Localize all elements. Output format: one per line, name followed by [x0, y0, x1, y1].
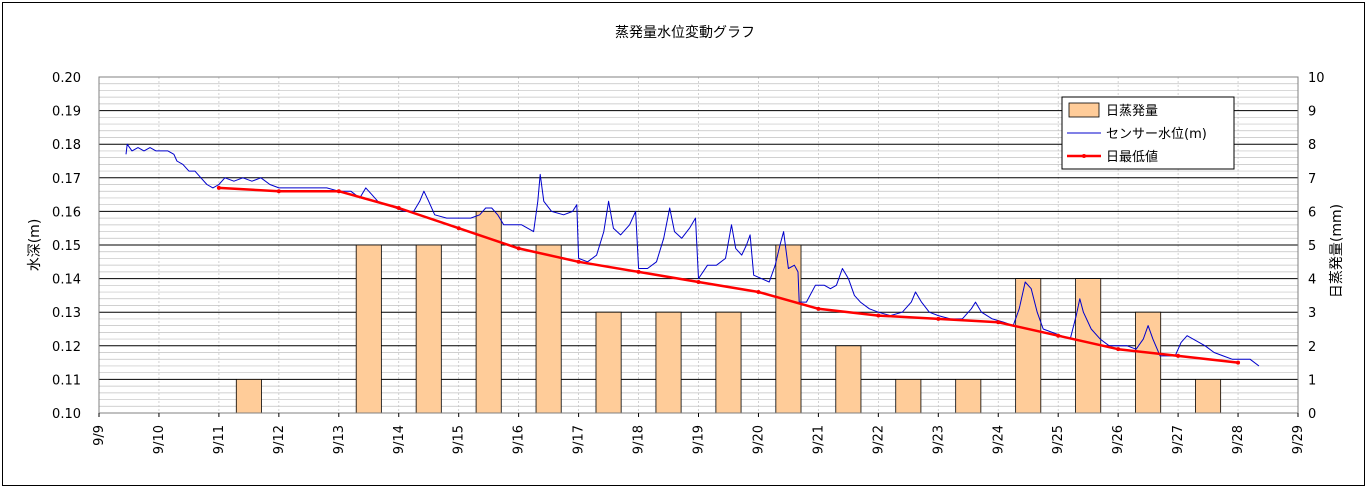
evaporation-bar [1135, 311, 1162, 414]
daily-minimum-series [216, 185, 1241, 365]
daily-minimum-point [576, 259, 581, 264]
daily-minimum-point [336, 189, 341, 194]
evaporation-bars [235, 210, 1222, 414]
y-axis-label: 水深(m) [27, 219, 43, 272]
x-tick-label: 9/10 [152, 425, 167, 454]
daily-minimum-point [396, 206, 401, 211]
evaporation-bar [475, 210, 502, 414]
y2-tick-label: 10 [1308, 71, 1325, 86]
x-tick-label: 9/16 [512, 425, 527, 454]
legend: 日蒸発量 センサー水位(m) 日最低値 [1061, 96, 1235, 170]
legend-swatch-evaporation [1068, 102, 1100, 118]
x-tick-label: 9/17 [572, 425, 587, 454]
x-tick-label: 9/20 [751, 425, 766, 454]
evaporation-bar [1015, 278, 1042, 414]
evaporation-bar [595, 311, 622, 414]
y2-tick-label: 7 [1308, 172, 1316, 187]
x-tick-label: 9/22 [871, 425, 886, 454]
y-tick-label: 0.12 [52, 340, 81, 355]
x-tick-label: 9/11 [212, 425, 227, 454]
x-tick-label: 9/12 [272, 425, 287, 454]
x-tick-label: 9/24 [991, 425, 1006, 454]
evaporation-bar [895, 378, 922, 414]
x-tick-label: 9/21 [811, 425, 826, 454]
x-tick-label: 9/13 [332, 425, 347, 454]
evaporation-bar [835, 345, 862, 414]
y2-tick-label: 3 [1308, 306, 1316, 321]
y2-tick-label: 2 [1308, 340, 1316, 355]
legend-label-daily-min: 日最低値 [1106, 149, 1158, 165]
y-tick-label: 0.18 [52, 138, 81, 153]
daily-minimum-point [456, 226, 461, 231]
x-tick-label: 9/15 [452, 425, 467, 454]
evaporation-bar [355, 244, 382, 414]
y-tick-label: 0.14 [52, 273, 81, 288]
y-tick-label: 0.15 [52, 239, 81, 254]
daily-minimum-point [756, 290, 761, 295]
x-tick-label: 9/28 [1231, 425, 1246, 454]
daily-minimum-point [996, 320, 1001, 325]
y-tick-label: 0.16 [52, 205, 81, 220]
y-tick-label: 0.10 [52, 407, 81, 422]
y2-axis-label: 日蒸発量(mm) [1329, 204, 1345, 298]
daily-minimum-point [876, 313, 881, 318]
evaporation-bar [415, 244, 442, 414]
x-tick-label: 9/14 [392, 425, 407, 454]
daily-minimum-point [516, 246, 521, 251]
evaporation-bar [235, 378, 262, 414]
y-tick-label: 0.17 [52, 172, 81, 187]
daily-minimum-point [636, 269, 641, 274]
y-tick-label: 0.20 [52, 71, 81, 86]
daily-minimum-line [218, 186, 1239, 364]
left-axis-ticks: 0.10 0.11 0.12 0.13 0.14 0.15 0.16 0.17 0.18 0.19… [52, 71, 81, 422]
daily-minimum-point [1236, 360, 1241, 365]
y2-tick-label: 8 [1308, 138, 1316, 153]
daily-minimum-point [816, 306, 821, 311]
chart-title: 蒸発量水位変動グラフ [615, 24, 755, 41]
x-tick-label: 9/26 [1111, 425, 1126, 454]
y-tick-label: 0.11 [52, 373, 81, 388]
daily-minimum-point [216, 185, 221, 190]
y2-tick-label: 0 [1308, 407, 1316, 422]
x-tick-label: 9/27 [1171, 425, 1186, 454]
evaporation-bar [775, 244, 802, 414]
legend-marker-daily-min [1082, 154, 1086, 158]
x-tick-label: 9/29 [1291, 425, 1306, 454]
y-tick-label: 0.13 [52, 306, 81, 321]
right-axis-ticks: 0 1 2 3 4 5 6 7 8 9 10 [1308, 71, 1325, 422]
y2-tick-label: 1 [1308, 373, 1316, 388]
evaporation-water-level-chart: 蒸発量水位変動グラフ 0.100.110.120.130.140.150.160… [27, 24, 1345, 454]
evaporation-bar [655, 311, 682, 414]
daily-minimum-point [1056, 333, 1061, 338]
legend-label-evaporation: 日蒸発量 [1106, 104, 1158, 119]
daily-minimum-point [1116, 347, 1121, 352]
evaporation-bar [535, 244, 562, 414]
y2-tick-label: 9 [1308, 105, 1316, 120]
x-tick-label: 9/23 [931, 425, 946, 454]
daily-minimum-point [276, 189, 281, 194]
y2-tick-label: 4 [1308, 273, 1316, 288]
x-tick-label: 9/9 [92, 425, 107, 446]
daily-minimum-point [936, 316, 941, 321]
evaporation-bar [955, 378, 982, 414]
legend-label-sensor: センサー水位(m) [1106, 127, 1207, 142]
daily-minimum-point [696, 279, 701, 284]
x-tick-label: 9/25 [1051, 425, 1066, 454]
y2-tick-label: 5 [1308, 239, 1316, 254]
daily-minimum-point [1176, 353, 1181, 358]
x-tick-label: 9/18 [632, 425, 647, 454]
evaporation-bar [715, 311, 742, 414]
evaporation-bar [1195, 378, 1222, 414]
y2-tick-label: 6 [1308, 205, 1316, 220]
y-tick-label: 0.19 [52, 105, 81, 120]
x-tick-label: 9/19 [692, 425, 707, 454]
x-axis-ticks: 9/9 9/10 9/11 9/12 9/13 9/14 9/15 9/16 9/17 9/18 9… [92, 413, 1306, 454]
